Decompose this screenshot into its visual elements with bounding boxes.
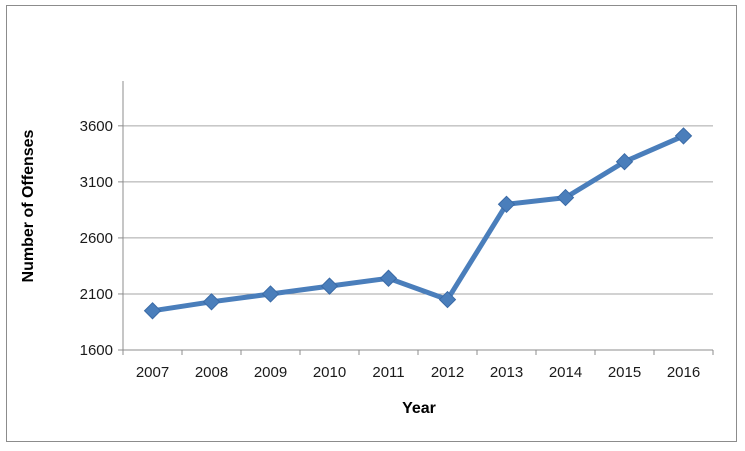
x-tick-label: 2015 [608,364,641,381]
x-tick-label: 2011 [372,364,404,381]
y-tick-label: 2600 [80,230,113,247]
data-markers [143,127,693,320]
data-point-marker [320,277,339,295]
x-tick-label: 2014 [549,364,582,381]
y-tick-label: 3600 [80,118,113,135]
gridlines [123,125,713,295]
x-tick-label: 2013 [490,364,523,381]
y-tick-labels: 1600 2100 2600 3100 3600 [80,118,113,359]
data-point-marker [143,302,162,320]
x-tick-label: 2010 [313,364,346,381]
data-point-marker [556,188,575,207]
data-point-marker [438,290,457,309]
y-tick-label: 2100 [80,286,113,303]
axes [118,81,714,355]
data-point-marker [379,269,398,287]
x-tick-labels: 2007 2008 2009 2010 2011 2012 2013 2014 2015 2016 [136,364,700,381]
data-point-marker [202,293,221,311]
chart-frame [6,5,737,442]
y-axis-title: Number of Offenses [20,129,37,282]
x-tick-label: 2012 [431,364,464,381]
x-tick-label: 2008 [195,364,228,381]
series-line [150,133,686,314]
y-tick-label: 3100 [80,174,113,191]
x-tick-label: 2007 [136,364,169,381]
data-point-marker [674,127,693,145]
x-tick-label: 2009 [254,364,287,381]
data-point-marker [497,195,516,213]
data-point-marker [615,152,634,171]
series-line [150,133,686,314]
x-tick-label: 2016 [667,364,700,381]
x-axis-title: Year [402,400,436,417]
data-point-marker [261,285,280,303]
y-tick-label: 1600 [80,342,113,359]
